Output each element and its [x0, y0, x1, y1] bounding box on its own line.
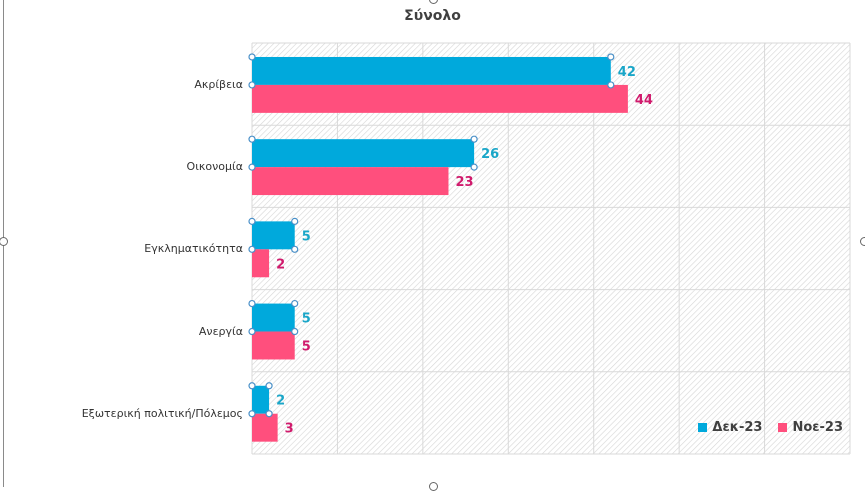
- legend-label-nov23: Νοε-23: [792, 420, 843, 435]
- legend-label-dec23: Δεκ-23: [712, 420, 763, 435]
- selection-handle[interactable]: [248, 245, 256, 253]
- data-label: 44: [635, 93, 653, 108]
- category-label: Ακρίβεια: [194, 77, 243, 91]
- selection-handle[interactable]: [248, 410, 256, 418]
- selection-handle[interactable]: [291, 299, 299, 308]
- selection-handle[interactable]: [291, 217, 299, 225]
- selection-handle[interactable]: [248, 53, 256, 61]
- selection-handle[interactable]: [265, 410, 273, 418]
- bar-nov23[interactable]: [252, 413, 278, 442]
- data-label: 5: [302, 229, 311, 244]
- bar-nov23[interactable]: [252, 331, 295, 360]
- bar-dec23[interactable]: [252, 303, 295, 332]
- data-label: 26: [481, 147, 499, 162]
- legend: Δεκ-23 Νοε-23: [698, 420, 843, 435]
- legend-item-nov23[interactable]: Νοε-23: [778, 420, 843, 435]
- selection-handle[interactable]: [265, 382, 273, 390]
- data-label: 2: [276, 394, 285, 409]
- data-label: 3: [285, 422, 294, 437]
- selection-handle[interactable]: [291, 245, 299, 253]
- resize-handle-left[interactable]: [0, 237, 8, 246]
- selection-handle[interactable]: [248, 327, 256, 336]
- selection-handle[interactable]: [607, 81, 615, 89]
- selection-handle[interactable]: [248, 217, 256, 225]
- legend-swatch-nov23: [778, 423, 788, 432]
- selection-handle[interactable]: [607, 53, 615, 61]
- selection-handle[interactable]: [248, 81, 256, 89]
- data-label: 23: [455, 175, 473, 190]
- bar-nov23[interactable]: [252, 167, 449, 196]
- selection-handle[interactable]: [248, 135, 256, 143]
- selection-handle[interactable]: [248, 382, 256, 390]
- data-label: 5: [302, 339, 311, 354]
- legend-item-dec23[interactable]: Δεκ-23: [698, 420, 762, 435]
- data-label: 2: [276, 257, 285, 272]
- category-label: Εγκληματικότητα: [144, 242, 243, 256]
- bar-dec23[interactable]: [252, 139, 475, 168]
- resize-handle-right[interactable]: [860, 237, 865, 246]
- data-label: 5: [302, 312, 311, 327]
- category-label: Ανεργία: [198, 324, 243, 338]
- selection-handle[interactable]: [470, 135, 478, 143]
- data-label: 42: [618, 65, 636, 80]
- bar-nov23[interactable]: [252, 249, 270, 278]
- bar-dec23[interactable]: [252, 385, 270, 414]
- legend-swatch-dec23: [698, 423, 708, 432]
- chart-title: Σύνολο: [404, 8, 461, 24]
- selection-handle[interactable]: [248, 163, 256, 171]
- selection-handle[interactable]: [470, 163, 478, 171]
- category-label: Εξωτερική πολιτική/Πόλεμος: [81, 406, 243, 420]
- bar-dec23[interactable]: [252, 56, 611, 85]
- selection-handle[interactable]: [248, 299, 256, 308]
- bar-nov23[interactable]: [252, 84, 628, 113]
- selection-handle[interactable]: [291, 327, 299, 336]
- bar-dec23[interactable]: [252, 221, 295, 250]
- category-label: Οικονομία: [186, 160, 243, 174]
